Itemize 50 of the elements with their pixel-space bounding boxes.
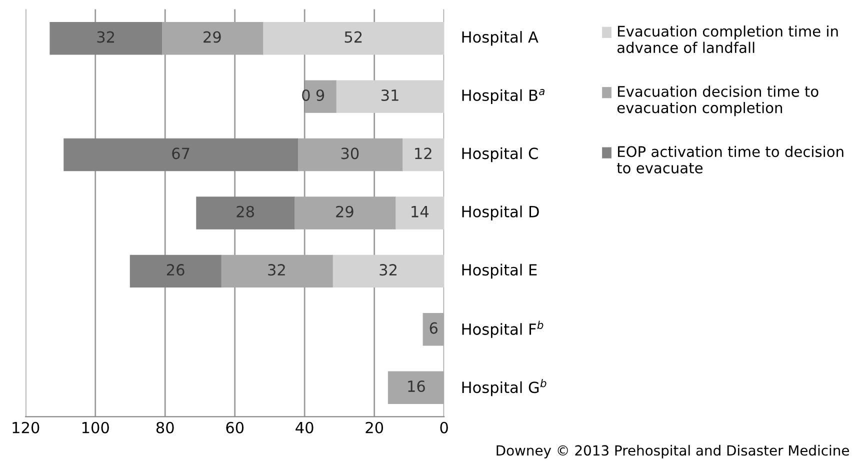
data-label: 29 [204, 31, 221, 43]
bar [220, 254, 333, 288]
legend-label: EOP activation time to decision to evacuate [616, 146, 844, 174]
data-label: 32 [380, 264, 396, 276]
y-tick-label: Hospital B$^{a}$ [462, 89, 544, 104]
data-label: 30 [341, 148, 359, 160]
x-tick-label: 100 [82, 422, 109, 434]
bar [294, 196, 396, 230]
data-label: 14 [412, 206, 429, 218]
data-label: 52 [344, 31, 362, 43]
x-tick-label: 120 [12, 422, 40, 434]
legend-label: Evacuation completion time in advance of landfall [617, 25, 838, 54]
bar [304, 80, 336, 113]
data-label: 31 [381, 89, 398, 101]
y-tick-label: Hospital C [462, 147, 538, 162]
bar [64, 138, 298, 172]
data-label: 12 [415, 148, 432, 159]
bar [50, 22, 162, 55]
x-tick-label: 40 [296, 422, 314, 434]
bar [262, 22, 444, 55]
data-label: 28 [236, 206, 254, 218]
bar [422, 313, 444, 346]
data-label: 9 [316, 89, 324, 101]
bar [336, 80, 444, 113]
bar [394, 196, 444, 230]
data-label: 32 [268, 264, 285, 276]
x-tick-label: 0 [440, 422, 448, 434]
bar [130, 254, 222, 288]
bar [297, 138, 403, 172]
y-tick-label: Hospital E [462, 264, 537, 279]
x-tick-label: 80 [156, 422, 174, 434]
legend-label: Evacuation decision time to evacuation completion [617, 86, 818, 116]
bar [196, 196, 294, 230]
y-tick-label: Hospital F$^{b}$ [462, 320, 544, 338]
data-label: 16 [408, 380, 425, 392]
x-tick-label: 20 [366, 422, 384, 434]
bar [388, 371, 444, 404]
data-label: 29 [336, 206, 354, 218]
data-label: 26 [166, 264, 184, 276]
y-tick-label: Hospital D [462, 206, 539, 220]
bar [332, 254, 444, 288]
y-tick-label: Hospital G$^{b}$ [462, 378, 546, 396]
y-tick-label: Hospital A [462, 30, 538, 46]
x-tick-label: 60 [226, 422, 244, 434]
data-label: 6 [430, 322, 438, 334]
bar [161, 22, 264, 55]
data-label: 67 [172, 148, 190, 160]
text: Downey © 2013 Prehospital and Disaster Medicine [496, 444, 849, 458]
data-label: 32 [97, 31, 114, 43]
bar [402, 138, 444, 172]
